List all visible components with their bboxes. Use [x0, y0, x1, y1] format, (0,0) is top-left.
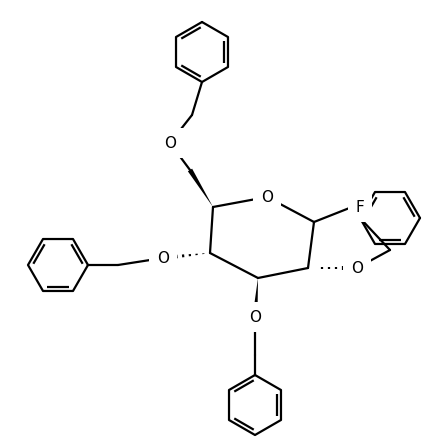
- Text: O: O: [351, 260, 363, 276]
- Polygon shape: [188, 169, 213, 207]
- Text: O: O: [249, 310, 261, 324]
- Text: O: O: [164, 135, 176, 151]
- Text: F: F: [356, 199, 364, 215]
- Text: O: O: [157, 250, 169, 266]
- Polygon shape: [253, 278, 258, 317]
- Text: O: O: [261, 190, 273, 204]
